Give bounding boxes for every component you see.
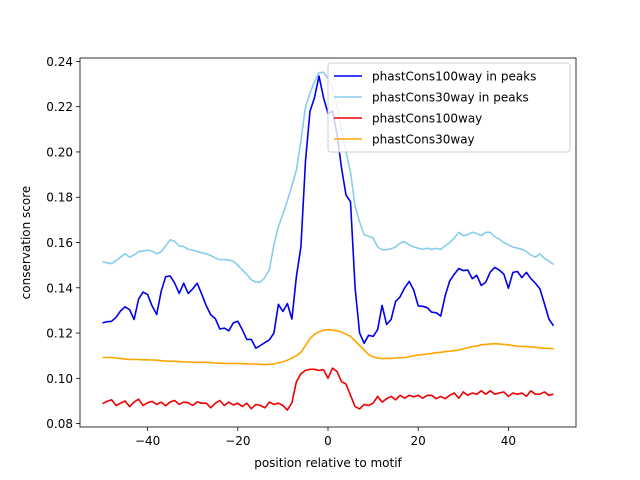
legend-label-0: phastCons100way in peaks [372, 70, 536, 84]
y-tick-label: 0.24 [46, 55, 73, 69]
legend-box [327, 62, 571, 153]
y-axis-label: conservation score [19, 186, 33, 300]
legend: phastCons100way in peaks phastCons30way i… [327, 62, 571, 153]
y-tick-label: 0.20 [46, 145, 73, 159]
y-tick-label: 0.16 [46, 236, 73, 250]
y-tick-label: 0.14 [46, 281, 73, 295]
x-tick-label: 20 [411, 434, 426, 448]
x-tick-label: −40 [135, 434, 160, 448]
x-tick-label: 0 [324, 434, 332, 448]
y-tick-label: 0.22 [46, 100, 73, 114]
y-tick-label: 0.18 [46, 191, 73, 205]
x-axis-ticks: −40 −20 0 20 40 [135, 427, 516, 448]
x-axis-label: position relative to motif [254, 456, 402, 470]
y-tick-label: 0.12 [46, 327, 73, 341]
legend-label-2: phastCons100way [372, 112, 482, 126]
x-tick-label: −20 [225, 434, 250, 448]
series-line-3 [102, 328, 554, 366]
legend-label-1: phastCons30way in peaks [372, 91, 529, 105]
legend-label-3: phastCons30way [372, 133, 475, 147]
y-axis-ticks: 0.08 0.10 0.12 0.14 0.16 0.18 0.20 0.22 0.24 [46, 55, 80, 431]
x-tick-label: 40 [501, 434, 516, 448]
y-tick-label: 0.10 [46, 372, 73, 386]
series-line-2 [102, 367, 554, 411]
y-tick-label: 0.08 [46, 417, 73, 431]
